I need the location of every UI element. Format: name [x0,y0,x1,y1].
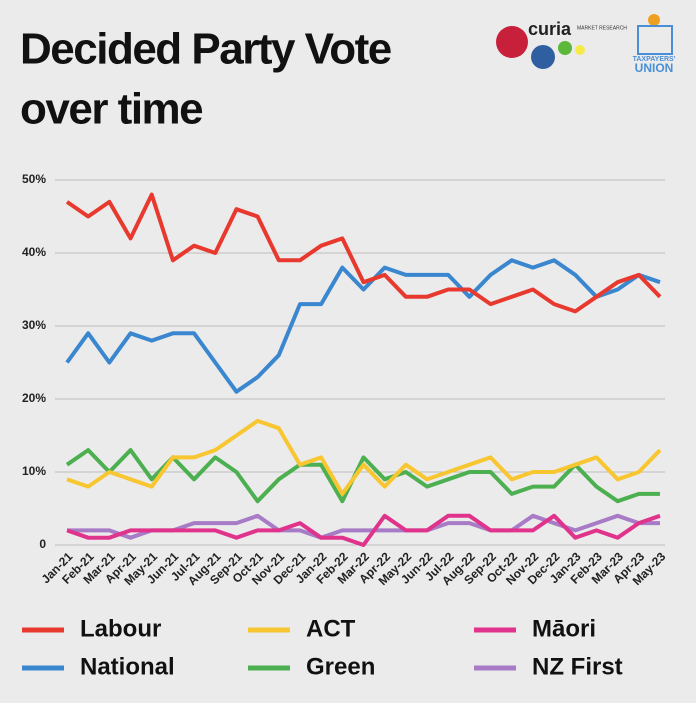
legend-label: National [80,653,175,680]
y-tick-label: 50% [22,172,46,186]
logo-text: curia [528,19,572,39]
logo-dot [648,14,660,26]
legend-label: Labour [80,615,161,642]
y-tick-label: 0 [39,537,46,551]
series-line [65,258,661,394]
logo-text: UNION [635,61,674,75]
logo-dot [531,45,555,69]
tu-logo: TAXPAYERS' UNION [633,14,676,75]
legend-label: Green [306,653,375,680]
logo-text: MARKET RESEARCH [577,25,627,31]
logo-building [637,25,673,55]
curia-logo: curia MARKET RESEARCH [496,19,627,69]
logo-dot [496,26,528,58]
y-tick-label: 40% [22,245,46,259]
series-line [66,418,662,496]
series-line [66,513,661,547]
chart-title: Decided Party Vote [20,25,391,74]
legend-label: NZ First [532,653,623,680]
chart-title: over time [20,85,202,134]
legend-label: ACT [306,615,356,642]
y-tick-label: 10% [22,464,46,478]
logo-dot [575,45,585,55]
logo-text: TAXPAYERS' [633,56,676,63]
y-tick-label: 30% [22,318,46,332]
y-tick-label: 20% [22,391,46,405]
legend-label: Māori [532,615,596,642]
logo-dot [558,41,572,55]
series-line [65,192,662,314]
